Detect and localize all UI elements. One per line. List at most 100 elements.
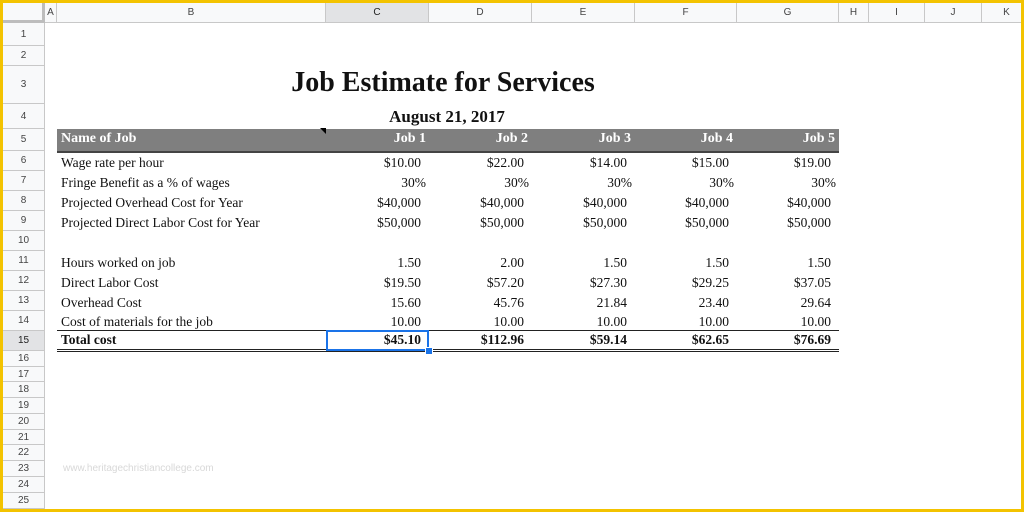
row-header-25[interactable]: 25: [3, 493, 45, 509]
row-header-6[interactable]: 6: [3, 151, 45, 171]
cell-value[interactable]: $50,000: [480, 215, 524, 230]
column-header-c[interactable]: C: [326, 3, 429, 23]
cell-value[interactable]: $50,000: [377, 215, 421, 230]
cell-value[interactable]: 30%: [607, 175, 632, 190]
cell-value[interactable]: 29.64: [800, 295, 831, 310]
header-job-1[interactable]: Job 1: [393, 131, 426, 146]
row-header-7[interactable]: 7: [3, 171, 45, 191]
select-all-corner[interactable]: [3, 3, 45, 23]
cell-value[interactable]: 1.50: [603, 255, 627, 270]
column-header-e[interactable]: E: [532, 3, 635, 23]
column-header-a[interactable]: A: [45, 3, 57, 23]
row-label[interactable]: Cost of materials for the job: [61, 314, 213, 329]
cell-value[interactable]: $50,000: [685, 215, 729, 230]
row-label[interactable]: Hours worked on job: [61, 255, 176, 270]
cell-value[interactable]: $40,000: [583, 195, 627, 210]
header-name-of-job[interactable]: Name of Job: [61, 131, 137, 146]
cell-value[interactable]: $40,000: [480, 195, 524, 210]
cell-value[interactable]: 30%: [811, 175, 836, 190]
cell-value[interactable]: $19.00: [793, 155, 831, 170]
row-header-19[interactable]: 19: [3, 398, 45, 414]
row-header-23[interactable]: 23: [3, 461, 45, 477]
row-header-16[interactable]: 16: [3, 351, 45, 367]
fill-handle[interactable]: [425, 347, 433, 355]
total-value[interactable]: $112.96: [480, 332, 524, 347]
cell-value[interactable]: 10.00: [390, 314, 421, 329]
row-header-18[interactable]: 18: [3, 382, 45, 398]
cell-value[interactable]: 10.00: [493, 314, 524, 329]
cell-value[interactable]: 10.00: [596, 314, 627, 329]
row-header-15[interactable]: 15: [3, 331, 45, 351]
row-header-5[interactable]: 5: [3, 129, 45, 151]
total-value[interactable]: $62.65: [691, 332, 729, 347]
row-label[interactable]: Projected Direct Labor Cost for Year: [61, 215, 260, 230]
cell-value[interactable]: $10.00: [383, 155, 421, 170]
row-header-12[interactable]: 12: [3, 271, 45, 291]
sheet-date[interactable]: August 21, 2017: [389, 107, 505, 126]
cell-value[interactable]: $29.25: [691, 275, 729, 290]
row-header-2[interactable]: 2: [3, 46, 45, 66]
total-value[interactable]: $59.14: [589, 332, 627, 347]
column-header-g[interactable]: G: [737, 3, 839, 23]
column-header-j[interactable]: J: [925, 3, 982, 23]
total-label[interactable]: Total cost: [61, 332, 117, 347]
cell-value[interactable]: 10.00: [698, 314, 729, 329]
header-job-5[interactable]: Job 5: [802, 131, 835, 146]
header-job-3[interactable]: Job 3: [598, 131, 631, 146]
cell-value[interactable]: $19.50: [383, 275, 421, 290]
row-label[interactable]: Direct Labor Cost: [61, 275, 159, 290]
row-header-1[interactable]: 1: [3, 23, 45, 46]
cell-value[interactable]: 2.00: [500, 255, 524, 270]
cell-value[interactable]: $40,000: [787, 195, 831, 210]
row-header-17[interactable]: 17: [3, 367, 45, 382]
cell-value[interactable]: 30%: [401, 175, 426, 190]
row-label[interactable]: Wage rate per hour: [61, 155, 164, 170]
row-header-8[interactable]: 8: [3, 191, 45, 211]
total-value[interactable]: $45.10: [383, 332, 421, 347]
cell-value[interactable]: 1.50: [397, 255, 421, 270]
cell-value[interactable]: $15.00: [691, 155, 729, 170]
row-header-20[interactable]: 20: [3, 414, 45, 430]
column-header-h[interactable]: H: [839, 3, 869, 23]
sheet-title[interactable]: Job Estimate for Services: [291, 67, 595, 98]
cell-value[interactable]: $27.30: [589, 275, 627, 290]
cell-value[interactable]: 15.60: [390, 295, 421, 310]
cell-value[interactable]: 1.50: [807, 255, 831, 270]
cell-value[interactable]: $22.00: [486, 155, 524, 170]
row-header-22[interactable]: 22: [3, 445, 45, 461]
column-header-d[interactable]: D: [429, 3, 532, 23]
active-cell-selection[interactable]: [326, 330, 429, 351]
total-value[interactable]: $76.69: [793, 332, 831, 347]
cell-value[interactable]: 1.50: [705, 255, 729, 270]
column-header-f[interactable]: F: [635, 3, 737, 23]
cell-value[interactable]: $50,000: [583, 215, 627, 230]
row-label[interactable]: Overhead Cost: [61, 295, 142, 310]
header-job-2[interactable]: Job 2: [495, 131, 528, 146]
row-label[interactable]: Projected Overhead Cost for Year: [61, 195, 243, 210]
row-header-24[interactable]: 24: [3, 477, 45, 493]
cell-value[interactable]: 10.00: [800, 314, 831, 329]
cell-value[interactable]: $40,000: [377, 195, 421, 210]
cell-value[interactable]: $57.20: [486, 275, 524, 290]
row-header-4[interactable]: 4: [3, 104, 45, 129]
cell-value[interactable]: 21.84: [596, 295, 627, 310]
row-header-21[interactable]: 21: [3, 430, 45, 445]
cell-value[interactable]: $50,000: [787, 215, 831, 230]
header-job-4[interactable]: Job 4: [700, 131, 733, 146]
column-header-b[interactable]: B: [57, 3, 326, 23]
row-header-13[interactable]: 13: [3, 291, 45, 311]
row-header-3[interactable]: 3: [3, 66, 45, 104]
column-header-k[interactable]: K: [982, 3, 1021, 23]
cell-value[interactable]: $40,000: [685, 195, 729, 210]
cell-value[interactable]: 45.76: [493, 295, 524, 310]
row-header-11[interactable]: 11: [3, 251, 45, 271]
row-header-9[interactable]: 9: [3, 211, 45, 231]
column-header-i[interactable]: I: [869, 3, 925, 23]
cell-value[interactable]: 23.40: [698, 295, 729, 310]
cell-value[interactable]: 30%: [709, 175, 734, 190]
row-header-14[interactable]: 14: [3, 311, 45, 331]
cell-value[interactable]: $14.00: [589, 155, 627, 170]
cell-value[interactable]: $37.05: [793, 275, 831, 290]
row-label[interactable]: Fringe Benefit as a % of wages: [61, 175, 230, 190]
row-header-10[interactable]: 10: [3, 231, 45, 251]
